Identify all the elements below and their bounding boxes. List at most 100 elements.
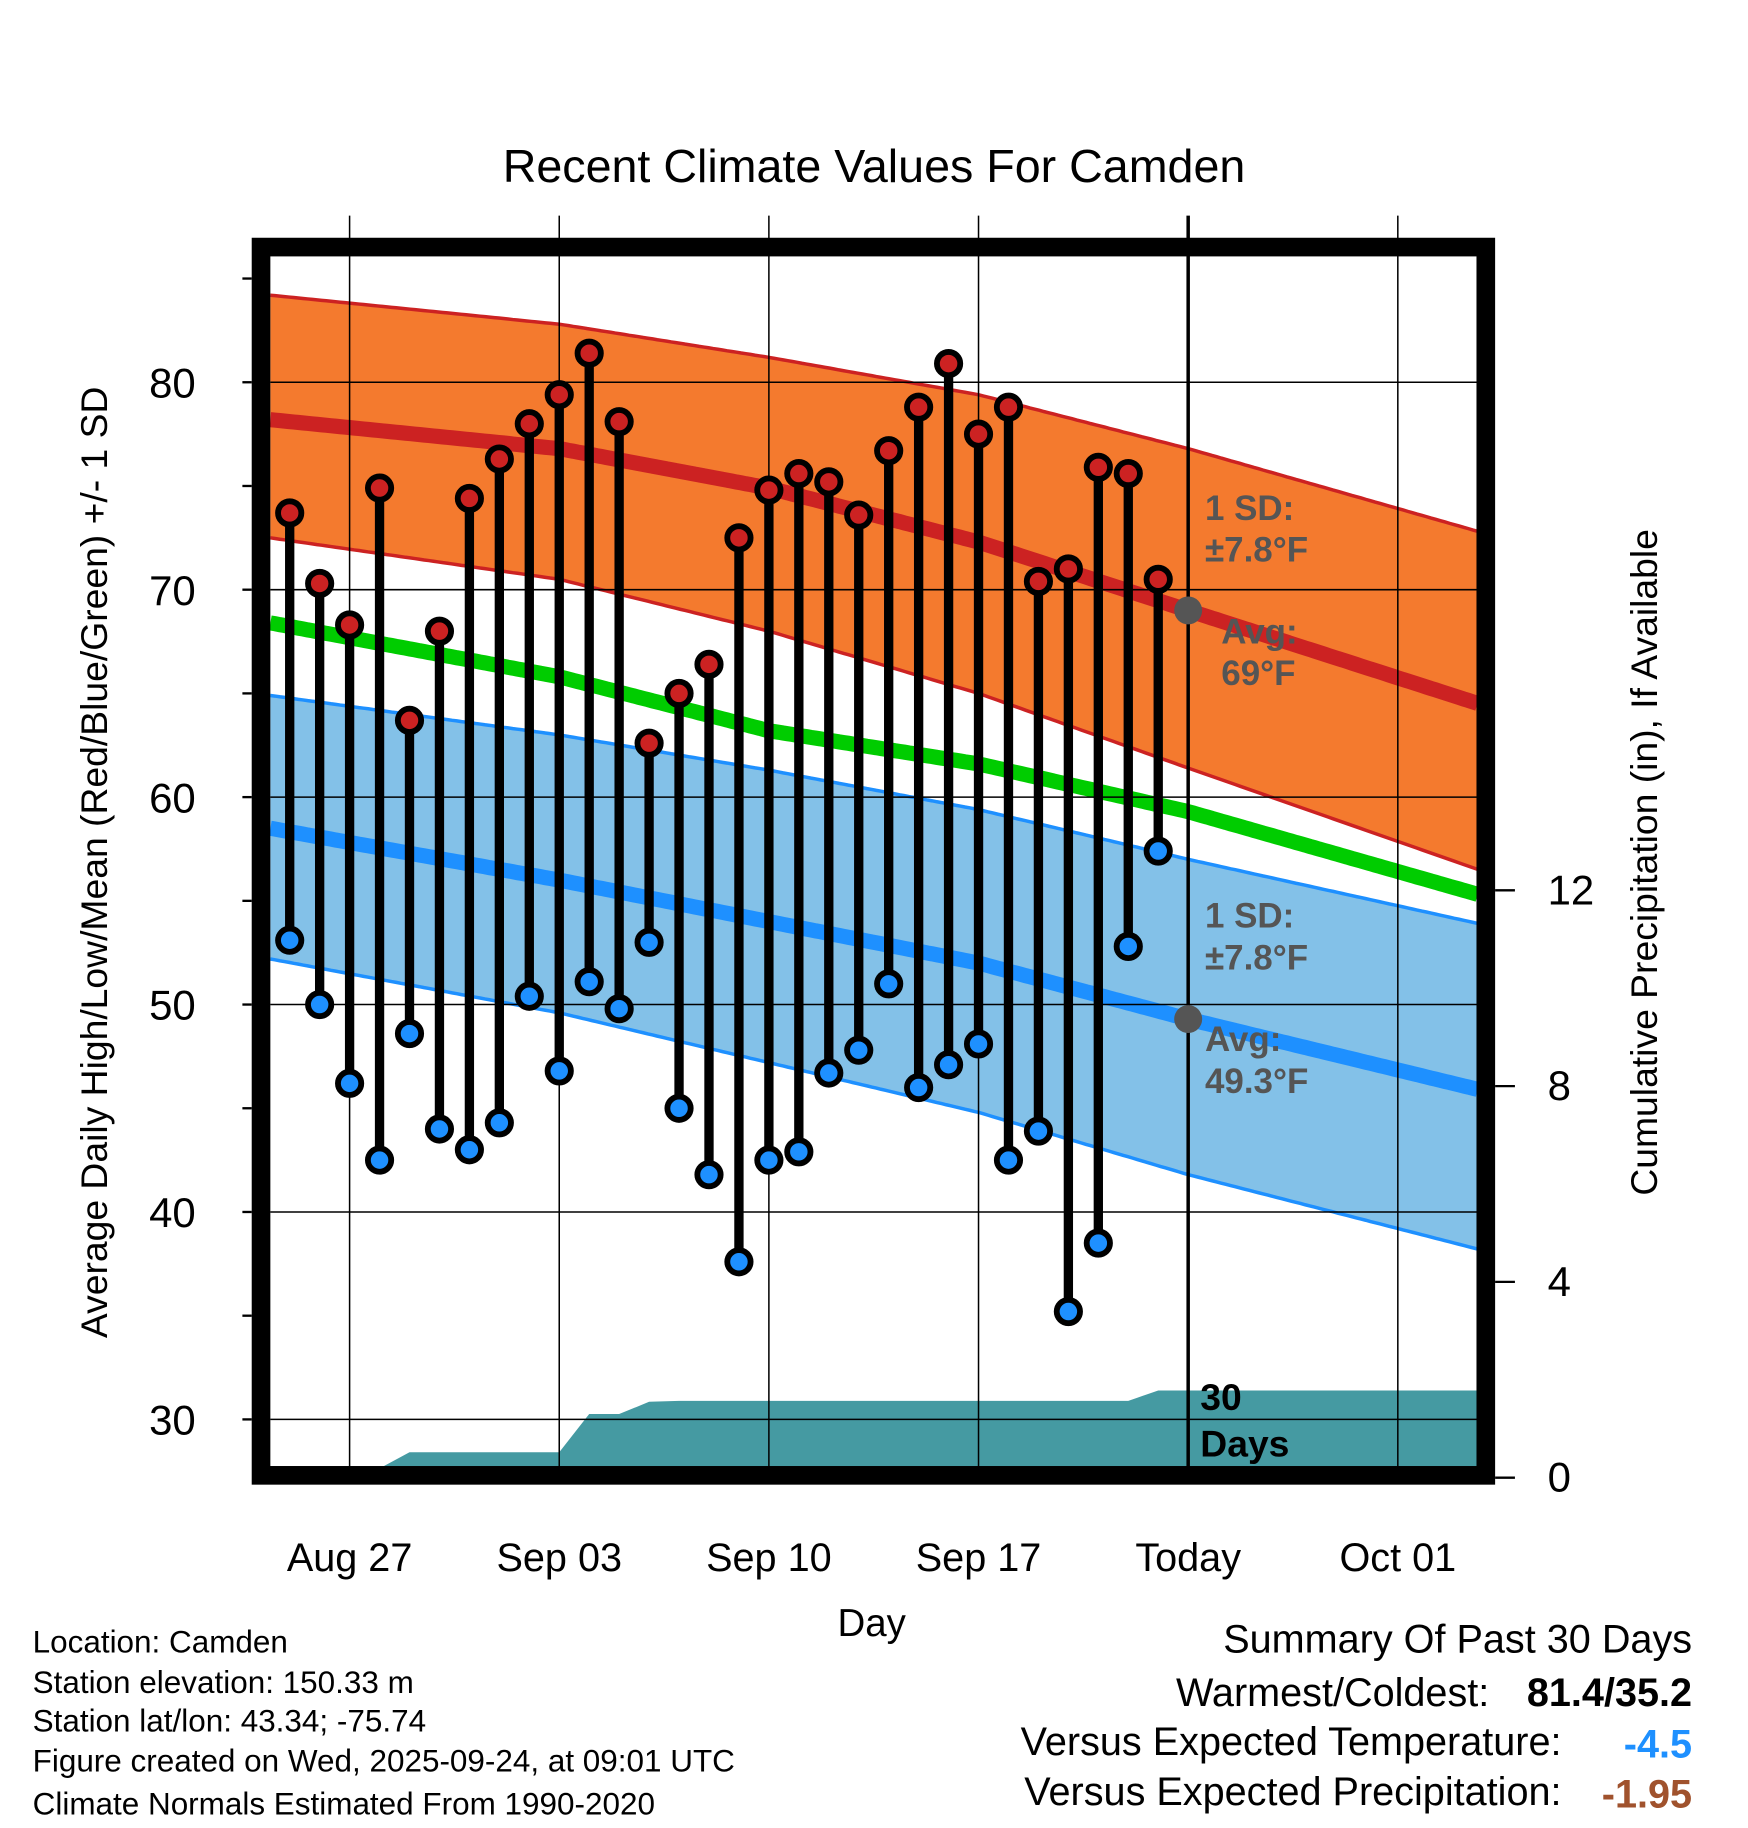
high-point bbox=[874, 436, 904, 466]
warmest-coldest-value: 81.4/35.2 bbox=[1527, 1671, 1692, 1715]
temperature-marks bbox=[275, 338, 1203, 1327]
low-sd-label: 1 SD: bbox=[1205, 897, 1294, 936]
day-mark-aug-30 bbox=[424, 616, 455, 1144]
high-point bbox=[754, 475, 784, 505]
high-point bbox=[364, 473, 395, 503]
high-point bbox=[1053, 554, 1083, 584]
low-point bbox=[364, 1145, 395, 1175]
precip-area bbox=[289, 1390, 1478, 1469]
day-mark-sep-21 bbox=[1083, 452, 1113, 1258]
y-tick-label: 70 bbox=[149, 567, 196, 614]
day-mark-sep-13 bbox=[844, 500, 874, 1065]
high-point bbox=[963, 419, 994, 449]
high-point bbox=[484, 444, 514, 474]
x-axis-label: Day bbox=[837, 1602, 906, 1645]
high-point bbox=[1083, 452, 1113, 482]
low-avg-label: Avg: bbox=[1205, 1020, 1281, 1059]
y-tick-label: 80 bbox=[149, 359, 196, 406]
day-mark-sep-10 bbox=[754, 475, 784, 1175]
x-tick-label: Sep 03 bbox=[496, 1536, 622, 1580]
high-point bbox=[724, 523, 754, 553]
high-point bbox=[934, 349, 964, 379]
high-point bbox=[814, 467, 844, 497]
day-mark-sep-06 bbox=[634, 728, 664, 957]
low-point bbox=[484, 1108, 514, 1138]
low-point bbox=[814, 1058, 844, 1088]
day-mark-sep-20 bbox=[1053, 554, 1083, 1327]
low-point bbox=[754, 1145, 784, 1175]
low-point bbox=[963, 1029, 994, 1059]
low-sd-value: ±7.8°F bbox=[1205, 939, 1308, 978]
axes: 30 40 50 60 70 80 0 4 8 12 Aug 27 Sep 03 Sep 10 Sep 1… bbox=[149, 277, 1595, 1580]
high-upper-line bbox=[270, 293, 1479, 533]
day-mark-sep-07 bbox=[664, 678, 694, 1123]
low-point bbox=[335, 1068, 365, 1098]
normal-bands bbox=[269, 293, 1480, 1251]
warmest-coldest-label: Warmest/Coldest: bbox=[1176, 1671, 1489, 1715]
high-sd-value: ±7.8°F bbox=[1205, 531, 1308, 570]
x-tick-label: Oct 01 bbox=[1339, 1536, 1456, 1580]
day-mark-aug-29 bbox=[394, 705, 425, 1049]
normals-text: Climate Normals Estimated From 1990-2020 bbox=[33, 1786, 655, 1821]
day-mark-sep-02 bbox=[514, 409, 544, 1011]
station-info: Location: Camden Station elevation: 150.… bbox=[33, 1624, 735, 1821]
y2-tick-label: 12 bbox=[1548, 866, 1595, 913]
low-point bbox=[724, 1247, 754, 1277]
low-point bbox=[1113, 931, 1143, 962]
low-point bbox=[1023, 1116, 1053, 1146]
day-mark-aug-26 bbox=[305, 568, 335, 1020]
high-point bbox=[424, 616, 455, 646]
location-text: Location: Camden bbox=[33, 1624, 288, 1659]
temp-departure-label: Versus Expected Temperature: bbox=[1021, 1720, 1562, 1764]
day-mark-sep-15 bbox=[904, 392, 934, 1103]
low-point bbox=[904, 1072, 934, 1103]
high-point bbox=[634, 728, 664, 758]
high-sd-band bbox=[270, 295, 1478, 870]
day-mark-sep-05 bbox=[604, 407, 634, 1024]
high-point bbox=[305, 568, 335, 599]
latlon-text: Station lat/lon: 43.34; -75.74 bbox=[33, 1704, 426, 1739]
low-point bbox=[874, 969, 904, 999]
low-avg-value: 49.3°F bbox=[1205, 1062, 1308, 1101]
low-point bbox=[514, 981, 544, 1011]
low-point bbox=[454, 1135, 484, 1165]
low-point bbox=[574, 967, 604, 997]
day-mark-sep-04 bbox=[574, 338, 604, 997]
temp-departure-value: -4.5 bbox=[1624, 1722, 1692, 1766]
elevation-text: Station elevation: 150.33 m bbox=[33, 1665, 414, 1700]
day-mark-sep-09 bbox=[724, 523, 754, 1277]
high-point bbox=[904, 392, 934, 422]
high-point bbox=[604, 407, 634, 437]
y-axis-label: Average Daily High/Low/Mean (Red/Blue/Gr… bbox=[73, 387, 115, 1338]
low-point bbox=[844, 1035, 874, 1065]
low-point bbox=[424, 1114, 455, 1144]
low-sd-band bbox=[270, 695, 1478, 1250]
low-point bbox=[934, 1050, 964, 1080]
y-tick-label: 50 bbox=[149, 982, 196, 1029]
low-point bbox=[784, 1137, 814, 1167]
day-mark-sep-12 bbox=[814, 467, 844, 1088]
day-mark-aug-31 bbox=[454, 483, 484, 1165]
high-point bbox=[784, 458, 814, 489]
high-point bbox=[574, 338, 604, 368]
day-mark-sep-17 bbox=[963, 419, 994, 1059]
summary-title: Summary Of Past 30 Days bbox=[1223, 1617, 1692, 1661]
y2-axis-label: Cumulative Precipitation (in), If Availa… bbox=[1623, 529, 1665, 1196]
high-point bbox=[275, 498, 305, 528]
high-point bbox=[335, 610, 365, 640]
days-count: 30 bbox=[1200, 1376, 1241, 1418]
day-mark-sep-22 bbox=[1113, 458, 1143, 962]
y2-tick-label: 8 bbox=[1548, 1062, 1571, 1109]
y-tick-label: 60 bbox=[149, 774, 196, 821]
day-mark-sep-23 bbox=[1143, 564, 1173, 866]
low-point bbox=[1083, 1228, 1113, 1258]
created-text: Figure created on Wed, 2025-09-24, at 09… bbox=[33, 1743, 735, 1778]
day-mark-sep-01 bbox=[484, 444, 514, 1138]
precip-departure-label: Versus Expected Precipitation: bbox=[1024, 1770, 1561, 1814]
low-point bbox=[1143, 836, 1173, 866]
precip-departure-value: -1.95 bbox=[1602, 1772, 1692, 1816]
day-mark-sep-14 bbox=[874, 436, 904, 999]
high-point bbox=[844, 500, 874, 530]
day-mark-sep-11 bbox=[784, 458, 814, 1167]
